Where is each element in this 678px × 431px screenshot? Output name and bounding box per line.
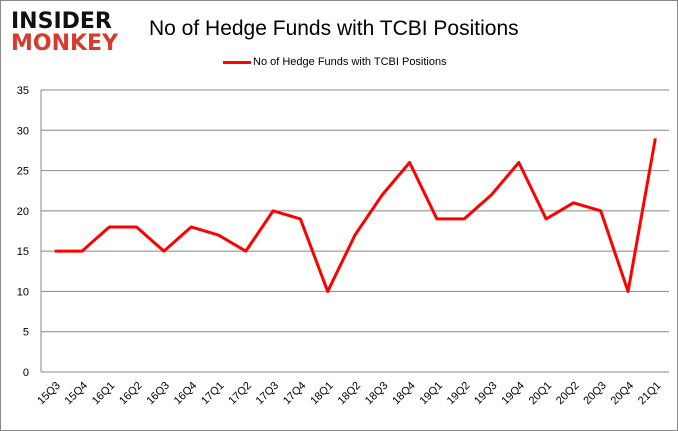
y-tick-label: 20: [17, 206, 29, 218]
x-tick-label: 15Q3: [35, 380, 63, 408]
x-tick-label: 18Q3: [363, 380, 391, 408]
insider-monkey-logo: INSIDER MONKEY: [11, 11, 118, 55]
logo-line1: INSIDER: [11, 9, 112, 34]
x-tick-label: 18Q2: [336, 380, 364, 408]
x-tick-label: 16Q2: [117, 380, 145, 408]
series-line: [54, 138, 657, 293]
chart-title: No of Hedge Funds with TCBI Positions: [149, 17, 519, 40]
legend-label: No of Hedge Funds with TCBI Positions: [253, 56, 447, 68]
y-tick-label: 30: [17, 125, 29, 137]
y-tick-label: 25: [17, 166, 29, 178]
x-tick-label: 20Q2: [554, 380, 582, 408]
x-tick-label: 16Q1: [90, 380, 118, 408]
x-tick-label: 17Q1: [199, 380, 227, 408]
legend-swatch: [223, 60, 251, 64]
x-tick-label: 19Q3: [472, 380, 500, 408]
y-tick-label: 5: [23, 327, 29, 339]
x-tick-label: 17Q4: [281, 380, 309, 408]
x-tick-label: 18Q1: [308, 380, 336, 408]
y-tick-label: 35: [17, 85, 29, 97]
x-tick-label: 16Q4: [172, 380, 200, 408]
x-tick-label: 19Q2: [445, 380, 473, 408]
x-tick-label: 18Q4: [390, 380, 418, 408]
x-tick-label: 17Q3: [254, 380, 282, 408]
x-tick-label: 21Q1: [636, 380, 664, 408]
x-tick-label: 17Q2: [226, 380, 254, 408]
x-tick-label: 20Q3: [581, 380, 609, 408]
x-tick-label: 20Q4: [609, 380, 637, 408]
y-tick-label: 10: [17, 286, 29, 298]
y-tick-label: 15: [17, 246, 29, 258]
x-tick-label: 19Q4: [499, 380, 527, 408]
logo-line2: MONKEY: [11, 31, 119, 56]
legend: No of Hedge Funds with TCBI Positions: [223, 56, 447, 68]
x-tick-label: 15Q4: [63, 380, 91, 408]
y-tick-label: 0: [23, 367, 29, 379]
x-tick-label: 16Q3: [144, 380, 172, 408]
x-tick-label: 20Q1: [527, 380, 555, 408]
x-tick-label: 19Q1: [418, 380, 446, 408]
